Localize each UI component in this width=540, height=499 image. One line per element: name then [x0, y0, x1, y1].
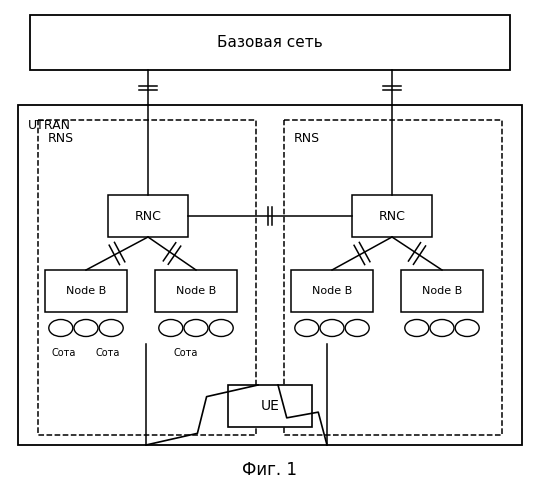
- Bar: [45, 270, 127, 312]
- Text: RNC: RNC: [134, 210, 161, 223]
- Text: Node B: Node B: [66, 286, 106, 296]
- Bar: [352, 195, 432, 237]
- Ellipse shape: [345, 319, 369, 336]
- Bar: [18, 105, 522, 445]
- Text: UTRAN: UTRAN: [28, 119, 71, 132]
- Text: RNC: RNC: [379, 210, 406, 223]
- Ellipse shape: [49, 319, 73, 336]
- Ellipse shape: [455, 319, 479, 336]
- Bar: [108, 195, 188, 237]
- Bar: [155, 270, 237, 312]
- Ellipse shape: [320, 319, 344, 336]
- Text: Сота: Сота: [96, 348, 120, 358]
- Text: RNS: RNS: [48, 132, 74, 145]
- Ellipse shape: [99, 319, 123, 336]
- Bar: [284, 120, 502, 435]
- Ellipse shape: [159, 319, 183, 336]
- Text: Node B: Node B: [312, 286, 352, 296]
- Bar: [228, 385, 312, 427]
- Text: Node B: Node B: [176, 286, 216, 296]
- Ellipse shape: [430, 319, 454, 336]
- Ellipse shape: [295, 319, 319, 336]
- Text: Сота: Сота: [174, 348, 198, 358]
- Text: UE: UE: [261, 399, 279, 413]
- Ellipse shape: [184, 319, 208, 336]
- Bar: [38, 120, 256, 435]
- Text: Базовая сеть: Базовая сеть: [217, 35, 323, 50]
- Bar: [401, 270, 483, 312]
- Ellipse shape: [74, 319, 98, 336]
- Bar: [30, 15, 510, 70]
- Text: Фиг. 1: Фиг. 1: [242, 461, 298, 479]
- Bar: [291, 270, 373, 312]
- Text: Node B: Node B: [422, 286, 462, 296]
- Text: Сота: Сота: [52, 348, 76, 358]
- Ellipse shape: [209, 319, 233, 336]
- Ellipse shape: [405, 319, 429, 336]
- Text: RNS: RNS: [294, 132, 320, 145]
